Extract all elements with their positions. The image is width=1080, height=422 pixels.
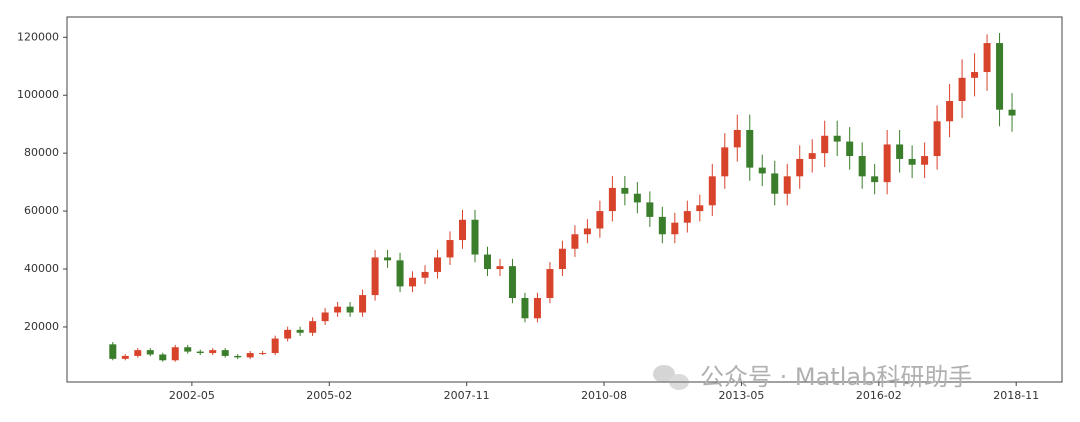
candle-body xyxy=(209,350,217,354)
y-tick-label: 100000 xyxy=(17,88,59,101)
y-tick-label: 20000 xyxy=(24,320,59,333)
x-tick-label: 2016-02 xyxy=(856,389,902,402)
candle-body xyxy=(921,156,929,165)
axes-frame xyxy=(66,16,1063,383)
candle-body xyxy=(996,43,1004,110)
candle-body xyxy=(896,144,904,159)
candle-body xyxy=(721,147,729,177)
plot-area xyxy=(109,32,1016,362)
candle-body xyxy=(646,202,654,217)
candle-body xyxy=(171,347,179,361)
candle-body xyxy=(971,72,979,78)
candle-body xyxy=(296,329,304,333)
candle-body xyxy=(833,135,841,142)
x-tick-label: 2007-11 xyxy=(444,389,490,402)
candle-body xyxy=(946,101,954,122)
watermark-icon xyxy=(653,365,689,390)
candle-body xyxy=(683,211,691,223)
candle-body xyxy=(758,167,766,174)
y-tick-label: 120000 xyxy=(17,30,59,43)
candle-body xyxy=(708,176,716,206)
candle-body xyxy=(421,271,429,278)
candle-body xyxy=(571,234,579,249)
candle-body xyxy=(621,187,629,194)
candle-body xyxy=(396,260,404,287)
candle-body xyxy=(821,135,829,154)
watermark: 公众号 · Matlab科研助手 xyxy=(700,363,972,391)
candle-body xyxy=(134,350,142,356)
candle-body xyxy=(159,354,167,361)
candle-body xyxy=(384,257,392,261)
candle-body xyxy=(783,176,791,194)
candle-body xyxy=(796,158,804,177)
candle-body xyxy=(284,329,292,339)
candle-body xyxy=(671,222,679,235)
candle-body xyxy=(309,321,317,333)
candle-body xyxy=(596,211,604,229)
candle-body xyxy=(871,176,879,183)
candle-body xyxy=(334,306,342,313)
x-tick-label: 2013-05 xyxy=(718,389,764,402)
candle-body xyxy=(933,121,941,157)
candle-body xyxy=(858,156,866,177)
candle-body xyxy=(459,219,467,241)
candle-body xyxy=(109,344,117,359)
candle-body xyxy=(508,266,516,298)
candle-body xyxy=(446,240,454,258)
candle-body xyxy=(521,297,529,319)
candle-body xyxy=(558,248,566,270)
candle-body xyxy=(196,351,204,354)
candle-body xyxy=(371,257,379,296)
candle-body xyxy=(271,338,279,354)
candle-body xyxy=(846,141,854,157)
candle-body xyxy=(471,219,479,255)
candle-body xyxy=(146,350,154,355)
candle-body xyxy=(359,295,367,313)
x-tick-label: 2002-05 xyxy=(169,389,215,402)
y-tick-label: 80000 xyxy=(24,146,59,159)
y-tick-label: 60000 xyxy=(24,204,59,217)
candle-body xyxy=(608,187,616,212)
candle-body xyxy=(546,269,554,298)
candle-body xyxy=(483,254,491,270)
candle-body xyxy=(908,158,916,165)
candle-body xyxy=(633,193,641,203)
candle-body xyxy=(883,144,891,183)
candle-body xyxy=(409,277,417,287)
candle-body xyxy=(1008,109,1016,116)
candle-body xyxy=(496,266,504,270)
candle-body xyxy=(259,353,267,355)
candle-body xyxy=(434,257,442,272)
x-tick-label: 2005-02 xyxy=(306,389,352,402)
candle-body xyxy=(533,297,541,319)
candle-body xyxy=(583,228,591,235)
candle-body xyxy=(658,216,666,235)
x-tick-label: 2010-08 xyxy=(581,389,627,402)
candle-body xyxy=(346,306,354,313)
candle-body xyxy=(246,353,254,358)
candle-body xyxy=(771,173,779,194)
candle-body xyxy=(746,129,754,168)
x-tick-label: 2018-11 xyxy=(993,389,1039,402)
candle-body xyxy=(958,77,966,102)
candle-body xyxy=(808,153,816,159)
candle-body xyxy=(696,205,704,212)
candle-body xyxy=(733,129,741,148)
candle-body xyxy=(121,355,129,359)
candle-body xyxy=(221,350,229,356)
y-tick-label: 40000 xyxy=(24,262,59,275)
candle-body xyxy=(234,355,242,358)
candle-body xyxy=(184,347,192,352)
candle-body xyxy=(321,312,329,322)
candle-body xyxy=(983,43,991,73)
